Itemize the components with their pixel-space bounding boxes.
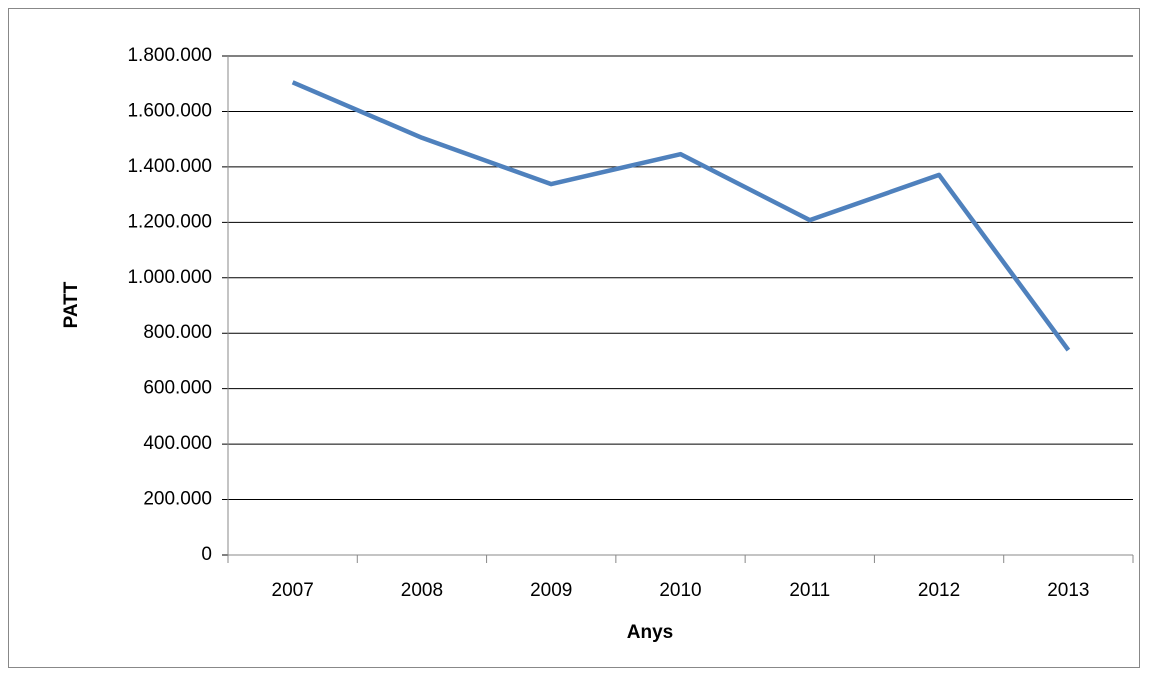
y-tick-label: 800.000 <box>143 322 212 343</box>
x-tick-label: 2011 <box>789 580 830 601</box>
x-tick-label: 2007 <box>272 580 314 601</box>
x-tick-label: 2008 <box>401 580 443 601</box>
y-tick-label: 200.000 <box>143 489 212 510</box>
chart-frame <box>8 8 1140 668</box>
y-tick-label: 600.000 <box>143 378 212 399</box>
x-tick-label: 2012 <box>918 580 960 601</box>
y-tick-label: 1.000.000 <box>127 267 212 288</box>
y-tick-label: 1.400.000 <box>127 156 212 177</box>
data-line <box>291 80 1071 352</box>
y-axis-title: PATT <box>61 281 82 328</box>
y-tick-label: 1.800.000 <box>127 45 212 66</box>
y-tick-label: 1.200.000 <box>127 211 212 232</box>
y-tick-label: 0 <box>201 544 212 565</box>
y-tick-label: 400.000 <box>143 433 212 454</box>
x-tick-label: 2013 <box>1047 580 1089 601</box>
x-axis-title: Anys <box>627 622 673 643</box>
x-tick-label: 2010 <box>659 580 701 601</box>
y-tick-label: 1.600.000 <box>127 100 212 121</box>
x-tick-label: 2009 <box>530 580 572 601</box>
